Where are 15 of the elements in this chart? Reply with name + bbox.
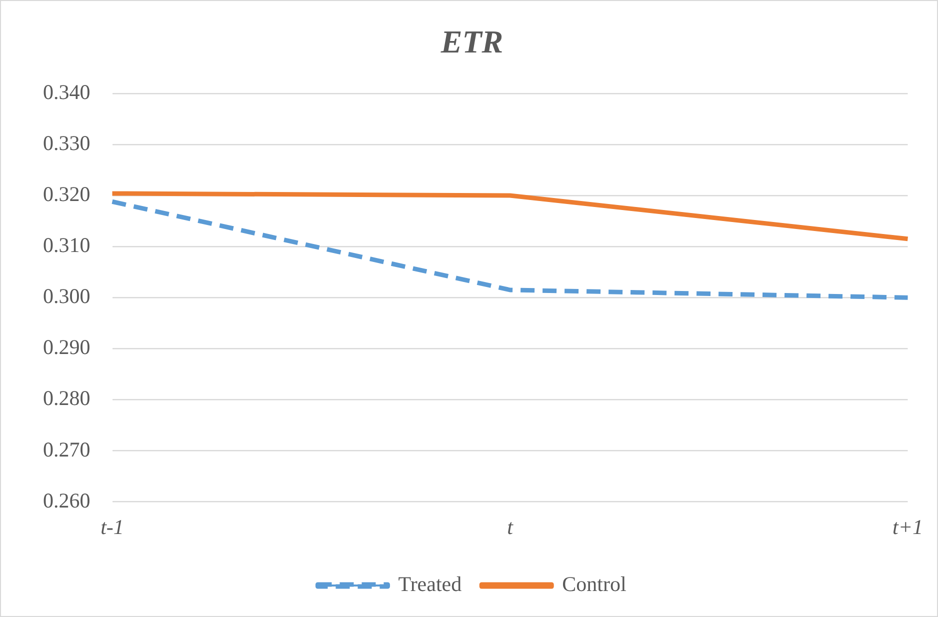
y-tick-label: 0.280 <box>43 386 90 410</box>
y-tick-label: 0.340 <box>43 80 90 104</box>
y-tick-label: 0.300 <box>43 284 90 308</box>
y-tick-label: 0.330 <box>43 130 90 155</box>
y-tick-label: 0.320 <box>43 182 90 206</box>
x-tick-label: t-1 <box>100 514 124 539</box>
x-tick-label: t+1 <box>892 514 924 539</box>
x-tick-label: t <box>507 514 514 539</box>
y-tick-label: 0.290 <box>43 335 90 360</box>
chart-title: ETR <box>440 23 504 60</box>
y-tick-label: 0.270 <box>43 437 90 462</box>
y-tick-label: 0.310 <box>43 233 90 258</box>
y-tick-label: 0.260 <box>43 488 90 512</box>
legend-label: Treated <box>398 572 462 596</box>
legend-label: Control <box>562 572 626 596</box>
